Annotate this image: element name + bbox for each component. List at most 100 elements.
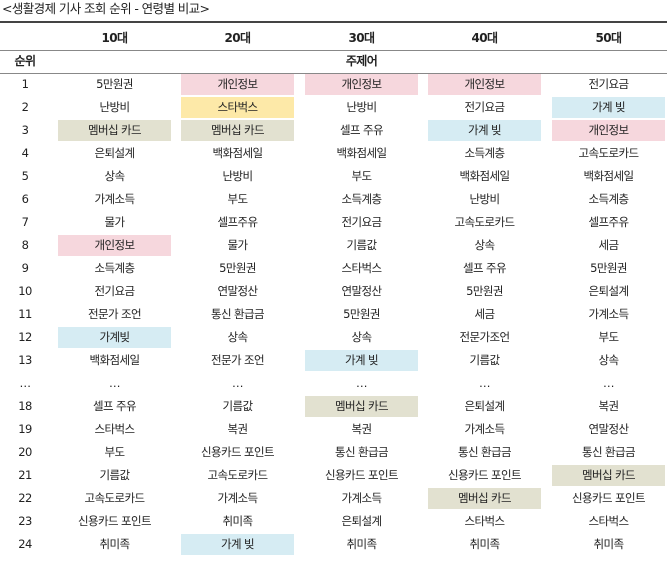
top-rule <box>0 21 667 23</box>
table-row: 1 5만원권 개인정보 개인정보 개인정보 전기요금 <box>0 73 667 96</box>
table-row: 2 난방비 스타벅스 난방비 전기요금 가계 빚 <box>0 96 667 119</box>
keyword-cell: 가계 빚 <box>345 353 379 367</box>
keyword-cell: 스타벅스 <box>588 514 630 528</box>
keyword-cell: 스타벅스 <box>94 422 136 436</box>
keyword-cell: 기름값 <box>469 353 501 367</box>
rank-cell: 2 <box>21 100 29 114</box>
highlight-blue <box>552 97 665 118</box>
keyword-cell: 전기요금 <box>588 77 630 91</box>
keyword-cell: 취미족 <box>99 537 131 551</box>
keyword-cell: 멤버십 카드 <box>335 399 389 413</box>
table-row: 11 전문가 조언 통신 환급금 5만원권 세금 가계소득 <box>0 303 667 326</box>
keyword-cell: 5만원권 <box>219 261 256 275</box>
keyword-cell: 복권 <box>351 422 373 436</box>
table-row: 5 상속 난방비 부도 백화점세일 백화점세일 <box>0 165 667 188</box>
keyword-cell: 전문가 조언 <box>88 307 142 321</box>
keyword-cell: 은퇴설계 <box>588 284 630 298</box>
rank-cell: 12 <box>18 330 32 344</box>
keyword-cell: 고속도로카드 <box>84 491 145 505</box>
highlight-yellow <box>181 97 294 118</box>
highlight-blue <box>305 350 418 371</box>
keyword-cell: 물가 <box>227 238 249 252</box>
rank-cell: 24 <box>18 537 32 551</box>
header-rank: 순위 <box>14 54 36 68</box>
table-row: 8 개인정보 물가 기름값 상속 세금 <box>0 234 667 257</box>
rank-cell: 5 <box>21 169 29 183</box>
keyword-cell: … <box>109 376 121 390</box>
keyword-cell: 상속 <box>351 330 373 344</box>
keyword-cell: 가계빚 <box>99 330 131 344</box>
keyword-cell: 부도 <box>351 169 373 183</box>
keyword-cell: 부도 <box>104 445 126 459</box>
table-row: 9 소득계층 5만원권 스타벅스 셀프 주유 5만원권 <box>0 257 667 280</box>
keyword-cell: 5만원권 <box>96 77 133 91</box>
keyword-cell: 가계 빚 <box>592 100 626 114</box>
rank-cell: 11 <box>18 307 32 321</box>
header-age-40s: 40대 <box>471 31 499 45</box>
keyword-cell: 전기요금 <box>341 215 383 229</box>
keyword-cell: 개인정보 <box>217 77 259 91</box>
keyword-cell: 멤버십 카드 <box>211 123 265 137</box>
keyword-cell: … <box>479 376 491 390</box>
keyword-cell: 백화점세일 <box>583 169 635 183</box>
keyword-cell: 취미족 <box>346 537 378 551</box>
keyword-cell: 부도 <box>227 192 249 206</box>
header-divider <box>0 50 667 51</box>
table-row: 20 부도 신용카드 포인트 통신 환급금 통신 환급금 통신 환급금 <box>0 441 667 464</box>
keyword-cell: 통신 환급금 <box>211 307 265 321</box>
keyword-cell: 5만원권 <box>343 307 380 321</box>
table-row: 22 고속도로카드 가계소득 가계소득 멤버십 카드 신용카드 포인트 <box>0 487 667 510</box>
keyword-cell: 난방비 <box>222 169 254 183</box>
highlight-khaki <box>181 120 294 141</box>
rank-cell: 22 <box>18 491 32 505</box>
table-row: 23 신용카드 포인트 취미족 은퇴설계 스타벅스 스타벅스 <box>0 510 667 533</box>
table-row: 13 백화점세일 전문가 조언 가계 빚 기름값 상속 <box>0 349 667 372</box>
rank-cell: 6 <box>21 192 29 206</box>
keyword-cell: 개인정보 <box>94 238 136 252</box>
keyword-cell: 난방비 <box>469 192 501 206</box>
keyword-cell: 신용카드 포인트 <box>201 445 275 459</box>
keyword-cell: 셀프 주유 <box>340 123 384 137</box>
keyword-cell: 고속도로카드 <box>578 146 639 160</box>
keyword-cell: 소득계층 <box>94 261 136 275</box>
keyword-cell: 멤버십 카드 <box>582 468 636 482</box>
keyword-cell: 난방비 <box>99 100 131 114</box>
table-row: 4 은퇴설계 백화점세일 백화점세일 소득계층 고속도로카드 <box>0 142 667 165</box>
rank-cell: 20 <box>18 445 32 459</box>
keyword-cell: 은퇴설계 <box>94 146 136 160</box>
keyword-cell: 통신 환급금 <box>335 445 389 459</box>
keyword-cell: 상속 <box>598 353 620 367</box>
rank-cell: 3 <box>21 123 29 137</box>
keyword-cell: 전기요금 <box>94 284 136 298</box>
table-row: 24 취미족 가계 빚 취미족 취미족 취미족 <box>0 533 667 556</box>
keyword-cell: 가계소득 <box>588 307 630 321</box>
keyword-cell: 스타벅스 <box>217 100 259 114</box>
rank-cell: 10 <box>18 284 32 298</box>
keyword-cell: 취미족 <box>222 514 254 528</box>
keyword-cell: 통신 환급금 <box>458 445 512 459</box>
keyword-cell: 상속 <box>227 330 249 344</box>
keyword-cell: 전문가 조언 <box>211 353 265 367</box>
header-age-20s: 20대 <box>224 31 252 45</box>
keyword-cell: 부도 <box>598 330 620 344</box>
header-keyword: 주제어 <box>345 54 378 68</box>
table-row: 18 셀프 주유 기름값 멤버십 카드 은퇴설계 복권 <box>0 395 667 418</box>
keyword-cell: 연말정산 <box>217 284 259 298</box>
keyword-cell: 연말정산 <box>588 422 630 436</box>
keyword-cell: 전기요금 <box>464 100 506 114</box>
table-row: 6 가계소득 부도 소득계층 난방비 소득계층 <box>0 188 667 211</box>
keyword-cell: 고속도로카드 <box>454 215 515 229</box>
keyword-cell: 백화점세일 <box>212 146 264 160</box>
keyword-cell: 백화점세일 <box>336 146 388 160</box>
keyword-cell: 기름값 <box>222 399 254 413</box>
keyword-cell: 멤버십 카드 <box>88 123 142 137</box>
keyword-cell: 신용카드 포인트 <box>448 468 522 482</box>
header-row: 10대 20대 30대 40대 50대 <box>0 27 667 50</box>
subheader-row: 순위 주제어 <box>0 50 667 73</box>
rank-cell: 9 <box>21 261 29 275</box>
keyword-cell: 소득계층 <box>464 146 506 160</box>
keyword-cell: 가계소득 <box>341 491 383 505</box>
rank-cell: 23 <box>18 514 32 528</box>
rank-cell: 18 <box>18 399 32 413</box>
header-age-50s: 50대 <box>595 31 623 45</box>
